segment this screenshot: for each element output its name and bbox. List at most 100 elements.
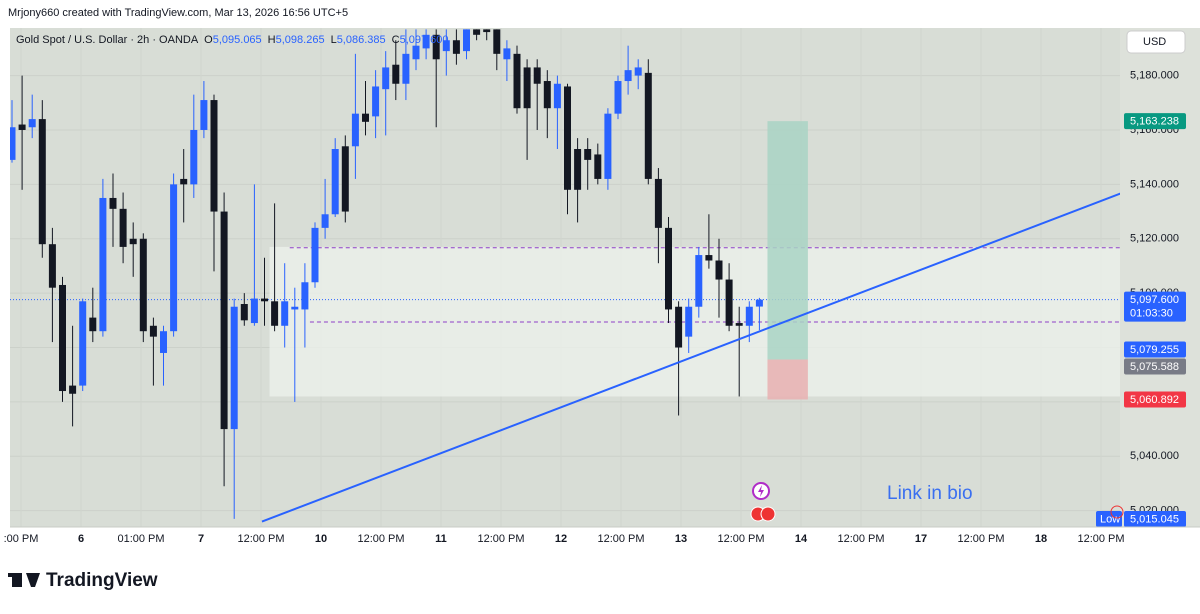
candle-body: [18, 124, 26, 130]
ohlc-key: H: [268, 34, 276, 46]
candle-body: [452, 40, 460, 54]
candle-body: [139, 238, 147, 332]
x-tick-label: 12: [555, 533, 567, 545]
candle-body: [463, 29, 470, 52]
x-tick-label: 12:00 PM: [357, 533, 404, 545]
y-tick-label: 5,140.000: [1130, 178, 1179, 190]
flag-icon[interactable]: [760, 506, 776, 522]
candle-body: [311, 227, 319, 283]
candle-body: [10, 127, 16, 160]
candle-body: [372, 86, 380, 117]
candle-body: [564, 86, 571, 190]
candle-body: [109, 197, 117, 209]
x-tick-label: 6: [78, 533, 84, 545]
candle-body: [705, 255, 713, 261]
candle-body: [725, 279, 733, 326]
price-axis: [1120, 28, 1200, 527]
candle-body: [160, 331, 167, 353]
candle-body: [594, 154, 602, 179]
candle-body: [503, 48, 511, 60]
candle-body: [614, 81, 622, 114]
ohlc-key: C: [392, 34, 400, 46]
candle-body: [250, 298, 258, 324]
candle-body: [89, 317, 97, 332]
candle-body: [190, 129, 198, 185]
time-axis: [10, 527, 1120, 551]
candle-body: [291, 306, 299, 310]
candle-body: [362, 113, 369, 122]
x-tick-label: 12:00 PM: [1077, 533, 1124, 545]
ohlc-key: O: [204, 34, 213, 46]
candle-body: [543, 81, 551, 109]
candle-body: [240, 304, 248, 321]
candle-body: [755, 299, 763, 307]
annotation: Link in bio: [887, 483, 973, 504]
x-tick-label: 18: [1035, 533, 1047, 545]
ohlc-value: 5,095.065: [213, 34, 262, 46]
flag-icon[interactable]: [1110, 505, 1124, 519]
candle-body: [28, 119, 36, 128]
candle-body: [230, 306, 238, 430]
stop-box: [767, 359, 808, 400]
x-tick-label: 12:00 PM: [597, 533, 644, 545]
currency: USD: [1143, 36, 1166, 48]
brand: TradingView: [46, 570, 158, 591]
candle-body: [654, 178, 662, 228]
candle-body: [735, 323, 743, 326]
ohlc-value: 5,086.385: [337, 34, 386, 46]
logo: [8, 573, 40, 587]
ohlc-value: 5,098.265: [276, 34, 325, 46]
x-labels: :00 PM 6 01:00 PM 7 12:00 PM 10 12:00 PM 11 12:0…: [4, 533, 1125, 545]
plot: [10, 29, 1120, 523]
candle-body: [634, 67, 642, 76]
price-tag: [1124, 391, 1186, 408]
symbol-title: Gold Spot / U.S. Dollar · 2h · OANDA: [16, 34, 199, 46]
candle-body: [180, 178, 188, 185]
candle-body: [69, 385, 77, 394]
price-tag-label: 5,075.588: [1130, 361, 1179, 373]
x-tick-label: 12:00 PM: [237, 533, 284, 545]
x-tick-label: 10: [315, 533, 327, 545]
ohlc-legend: O 5,095.065 H 5,098.265 L 5,086.385 C 5,097.600: [204, 34, 448, 46]
y-tick-label: 5,180.000: [1130, 69, 1179, 81]
candle-body: [99, 197, 107, 332]
price-tag-label: 5,079.255: [1130, 344, 1179, 356]
candle-body: [220, 211, 228, 430]
x-tick-label: 12:00 PM: [837, 533, 884, 545]
price-tag: [1124, 511, 1186, 527]
candle-body: [533, 67, 541, 84]
logo: [12, 573, 22, 587]
candle-body: [170, 184, 178, 332]
ohlc-value: 5,097.600: [400, 34, 449, 46]
candle-body: [149, 325, 157, 337]
candle-body: [624, 70, 632, 82]
x-tick-label: 11: [435, 533, 447, 545]
candle-body: [200, 100, 208, 130]
x-tick-label: 12:00 PM: [477, 533, 524, 545]
candle-body: [38, 119, 46, 245]
price-tag-label: 5,060.892: [1130, 394, 1179, 406]
x-tick-label: 13: [675, 533, 687, 545]
candle-body: [129, 238, 137, 245]
target-box: [767, 121, 808, 360]
candle-body: [422, 34, 430, 49]
candle-body: [321, 214, 329, 228]
candle-body: [675, 306, 683, 348]
candle-body: [261, 298, 268, 302]
price-tag: [1124, 358, 1186, 375]
candle-body: [392, 64, 400, 84]
candle-body: [604, 113, 612, 179]
price-tag: [1096, 511, 1122, 527]
price-tag-label: 5,163.238: [1130, 116, 1179, 128]
candle-body: [412, 45, 420, 60]
candle-body: [685, 306, 693, 337]
candle-body: [48, 244, 56, 288]
price-tag-label: 5,015.045: [1130, 513, 1179, 525]
candle-body: [210, 100, 218, 212]
candle-body: [483, 29, 491, 33]
candle-body: [341, 146, 349, 212]
currency-button[interactable]: [1126, 30, 1186, 54]
candle-body: [493, 29, 501, 54]
candle-body: [553, 83, 561, 109]
